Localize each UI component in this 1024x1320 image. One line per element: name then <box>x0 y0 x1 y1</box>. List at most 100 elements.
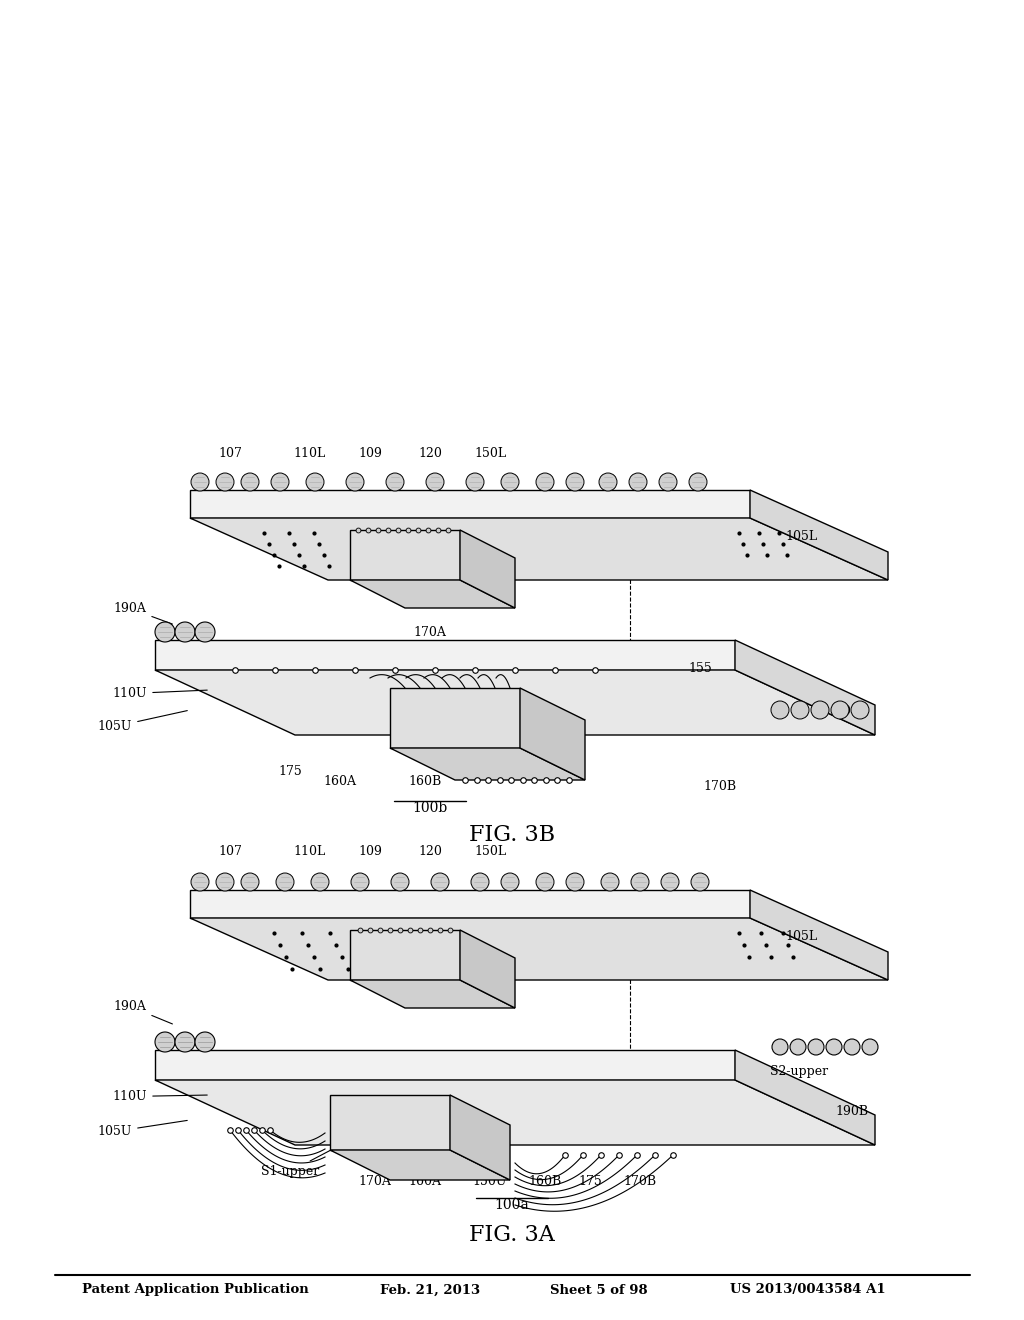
Circle shape <box>191 873 209 891</box>
Circle shape <box>601 873 618 891</box>
Text: Patent Application Publication: Patent Application Publication <box>82 1283 309 1296</box>
Polygon shape <box>390 748 585 780</box>
Circle shape <box>599 473 617 491</box>
Polygon shape <box>190 917 888 979</box>
Text: US 2013/0043584 A1: US 2013/0043584 A1 <box>730 1283 886 1296</box>
Circle shape <box>391 873 409 891</box>
Text: 110U: 110U <box>113 686 207 700</box>
Polygon shape <box>750 490 888 579</box>
Circle shape <box>851 701 869 719</box>
Circle shape <box>311 873 329 891</box>
Polygon shape <box>330 1096 450 1150</box>
Text: 109: 109 <box>358 845 382 858</box>
Polygon shape <box>155 671 874 735</box>
Text: 155: 155 <box>688 663 712 675</box>
Polygon shape <box>350 579 515 609</box>
Circle shape <box>662 873 679 891</box>
Polygon shape <box>520 688 585 780</box>
Text: 160A: 160A <box>409 1158 441 1188</box>
Text: 170B: 170B <box>703 780 736 793</box>
Text: 190A: 190A <box>114 602 172 624</box>
Text: 110L: 110L <box>294 845 326 858</box>
Circle shape <box>536 473 554 491</box>
Circle shape <box>155 622 175 642</box>
Text: FIG. 3A: FIG. 3A <box>469 1224 555 1246</box>
Text: 150L: 150L <box>474 447 506 459</box>
Text: 120: 120 <box>418 447 442 459</box>
Text: 100b: 100b <box>413 801 447 814</box>
Polygon shape <box>350 931 460 979</box>
Polygon shape <box>350 531 460 579</box>
Polygon shape <box>460 931 515 1008</box>
Circle shape <box>691 873 709 891</box>
Circle shape <box>216 873 234 891</box>
Text: 160B: 160B <box>528 1175 561 1188</box>
Text: 105U: 105U <box>98 710 187 733</box>
Circle shape <box>844 1039 860 1055</box>
Circle shape <box>276 873 294 891</box>
Text: Sheet 5 of 98: Sheet 5 of 98 <box>550 1283 647 1296</box>
Circle shape <box>826 1039 842 1055</box>
Circle shape <box>566 873 584 891</box>
Circle shape <box>501 873 519 891</box>
Text: 150U: 150U <box>473 1175 507 1188</box>
Circle shape <box>659 473 677 491</box>
Circle shape <box>241 473 259 491</box>
Text: S2-upper: S2-upper <box>770 1065 828 1078</box>
Text: 190B: 190B <box>835 705 868 718</box>
Circle shape <box>629 473 647 491</box>
Text: 105U: 105U <box>98 1121 187 1138</box>
Polygon shape <box>155 1080 874 1144</box>
Polygon shape <box>190 490 750 517</box>
Circle shape <box>191 473 209 491</box>
Circle shape <box>536 873 554 891</box>
Circle shape <box>155 1032 175 1052</box>
Polygon shape <box>450 1096 510 1180</box>
Text: 190B: 190B <box>835 1105 868 1118</box>
Circle shape <box>471 873 489 891</box>
Circle shape <box>790 1039 806 1055</box>
Text: 100a: 100a <box>495 1199 529 1212</box>
Circle shape <box>631 873 649 891</box>
Text: 105L: 105L <box>785 931 817 942</box>
Polygon shape <box>735 1049 874 1144</box>
Polygon shape <box>735 640 874 735</box>
Text: 110U: 110U <box>113 1090 207 1104</box>
Circle shape <box>271 473 289 491</box>
Text: 160B: 160B <box>409 775 441 788</box>
Text: 155: 155 <box>418 979 442 993</box>
Circle shape <box>351 873 369 891</box>
Circle shape <box>811 701 829 719</box>
Circle shape <box>216 473 234 491</box>
Circle shape <box>501 473 519 491</box>
Polygon shape <box>390 688 520 748</box>
Text: 107: 107 <box>218 845 242 858</box>
Polygon shape <box>460 531 515 609</box>
Text: 105L: 105L <box>785 531 817 543</box>
Circle shape <box>831 701 849 719</box>
Text: 150L: 150L <box>474 845 506 858</box>
Circle shape <box>175 622 195 642</box>
Text: Feb. 21, 2013: Feb. 21, 2013 <box>380 1283 480 1296</box>
Text: 110L: 110L <box>294 447 326 459</box>
Circle shape <box>466 473 484 491</box>
Circle shape <box>689 473 707 491</box>
Text: 120: 120 <box>418 845 442 858</box>
Circle shape <box>195 1032 215 1052</box>
Polygon shape <box>190 517 888 579</box>
Polygon shape <box>155 640 735 671</box>
Text: FIG. 3B: FIG. 3B <box>469 824 555 846</box>
Text: 107: 107 <box>218 447 242 459</box>
Polygon shape <box>330 1150 510 1180</box>
Text: 109: 109 <box>358 447 382 459</box>
Circle shape <box>306 473 324 491</box>
Text: 175: 175 <box>279 766 302 777</box>
Circle shape <box>241 873 259 891</box>
Polygon shape <box>190 890 750 917</box>
Circle shape <box>772 1039 788 1055</box>
Text: S1-upper: S1-upper <box>261 1142 347 1177</box>
Text: 190A: 190A <box>114 1001 172 1024</box>
Text: 175: 175 <box>579 1175 602 1188</box>
Circle shape <box>195 622 215 642</box>
Text: 170B: 170B <box>624 1175 656 1188</box>
